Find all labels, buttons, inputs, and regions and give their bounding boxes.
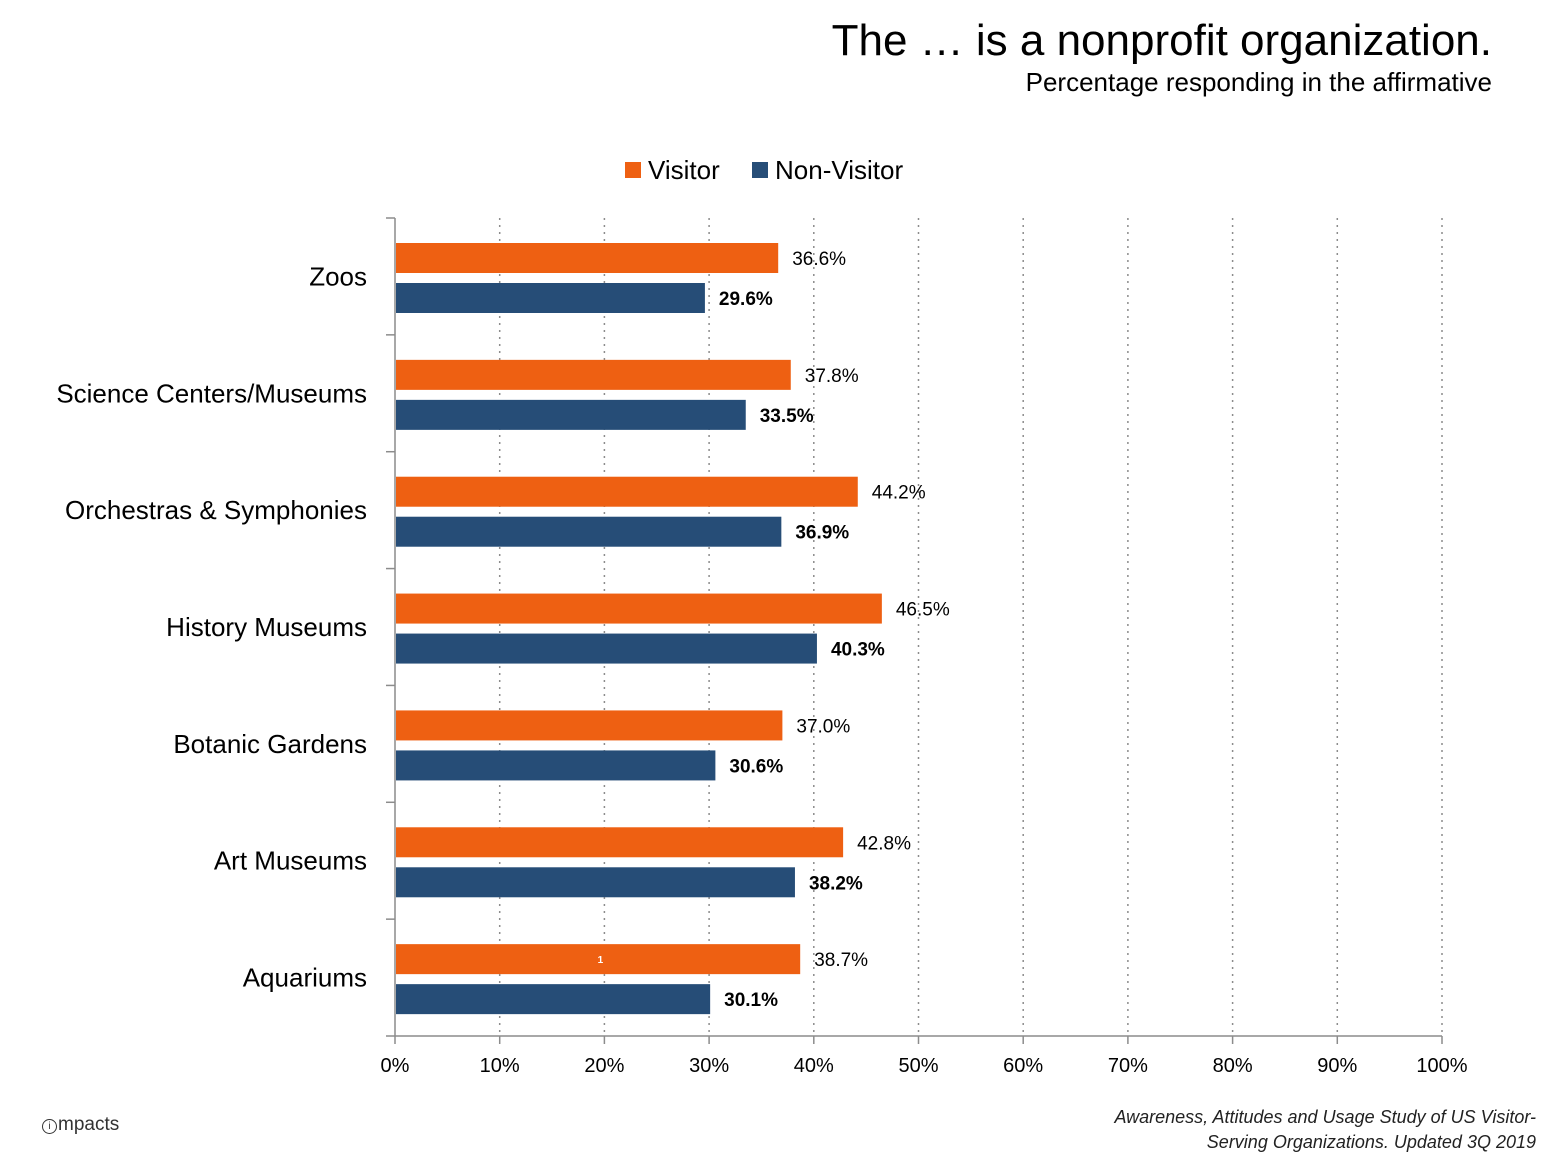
- data-label: 37.0%: [796, 716, 850, 737]
- x-tick-label: 50%: [898, 1055, 938, 1077]
- legend-swatch-visitor: [625, 162, 641, 178]
- data-label: 42.8%: [857, 833, 911, 854]
- data-label: 44.2%: [872, 483, 926, 504]
- source-line-1: Awareness, Attitudes and Usage Study of …: [1114, 1107, 1536, 1127]
- brand-name: mpacts: [58, 1114, 120, 1135]
- bar-visitor: [396, 710, 783, 741]
- legend: Visitor Non-Visitor: [0, 152, 1554, 188]
- data-label: 36.6%: [792, 249, 846, 270]
- chart-title: The … is a nonprofit organization.: [831, 16, 1492, 65]
- x-tick-label: 0%: [381, 1055, 410, 1077]
- category-label: Art Museums: [214, 846, 367, 876]
- category-label: Orchestras & Symphonies: [65, 495, 367, 525]
- data-label: 30.6%: [729, 756, 783, 777]
- source-line-2: Serving Organizations. Updated 3Q 2019: [1206, 1132, 1536, 1152]
- legend-item-non-visitor: Non-Visitor: [752, 152, 903, 188]
- x-tick-label: 100%: [1416, 1055, 1467, 1077]
- data-label: 40.3%: [831, 640, 885, 661]
- legend-label-non-visitor: Non-Visitor: [775, 154, 904, 185]
- legend-label-visitor: Visitor: [648, 154, 720, 185]
- x-tick-label: 90%: [1317, 1055, 1357, 1077]
- source-note: Awareness, Attitudes and Usage Study of …: [976, 1105, 1536, 1155]
- bar-visitor: [396, 359, 791, 390]
- bar-non-visitor: [396, 283, 705, 313]
- data-label: 33.5%: [760, 406, 814, 427]
- x-tick-label: 70%: [1108, 1055, 1148, 1077]
- x-tick-label: 80%: [1213, 1055, 1253, 1077]
- category-label: Aquariums: [243, 963, 367, 993]
- data-label: 36.9%: [795, 523, 849, 544]
- bar-visitor: [396, 944, 801, 975]
- x-tick-label: 60%: [1003, 1055, 1043, 1077]
- bar-non-visitor: [396, 633, 817, 664]
- category-label: Science Centers/Museums: [56, 378, 367, 408]
- bar-visitor: [396, 476, 858, 507]
- data-label: 38.2%: [809, 873, 863, 894]
- bar-non-visitor: [396, 516, 782, 547]
- chart-subtitle: Percentage responding in the affirmative: [1025, 67, 1492, 97]
- data-label: 46.5%: [896, 600, 950, 621]
- data-label: 37.8%: [805, 366, 859, 387]
- legend-item-visitor: Visitor: [625, 152, 720, 188]
- bar-visitor: [396, 593, 882, 624]
- legend-swatch-non-visitor: [752, 162, 768, 178]
- data-label: 30.1%: [724, 990, 778, 1011]
- impacts-logo-mark: i: [42, 1119, 57, 1134]
- bar-non-visitor: [396, 750, 716, 781]
- category-label: Botanic Gardens: [173, 729, 367, 759]
- x-tick-label: 10%: [480, 1055, 520, 1077]
- x-tick-label: 40%: [794, 1055, 834, 1077]
- x-tick-label: 30%: [689, 1055, 729, 1077]
- data-label: 29.6%: [719, 289, 773, 310]
- category-label: Zoos: [309, 261, 367, 291]
- bar-non-visitor: [396, 984, 711, 1015]
- category-label: History Museums: [166, 612, 367, 642]
- bar-visitor: [396, 243, 779, 273]
- bar-non-visitor: [396, 399, 746, 430]
- bar-visitor: [396, 827, 844, 858]
- bar-non-visitor: [396, 867, 795, 898]
- annotation-marker: 1: [598, 955, 604, 966]
- x-tick-label: 20%: [584, 1055, 624, 1077]
- data-label: 38.7%: [814, 950, 868, 971]
- brand-logo: i mpacts: [42, 1114, 119, 1136]
